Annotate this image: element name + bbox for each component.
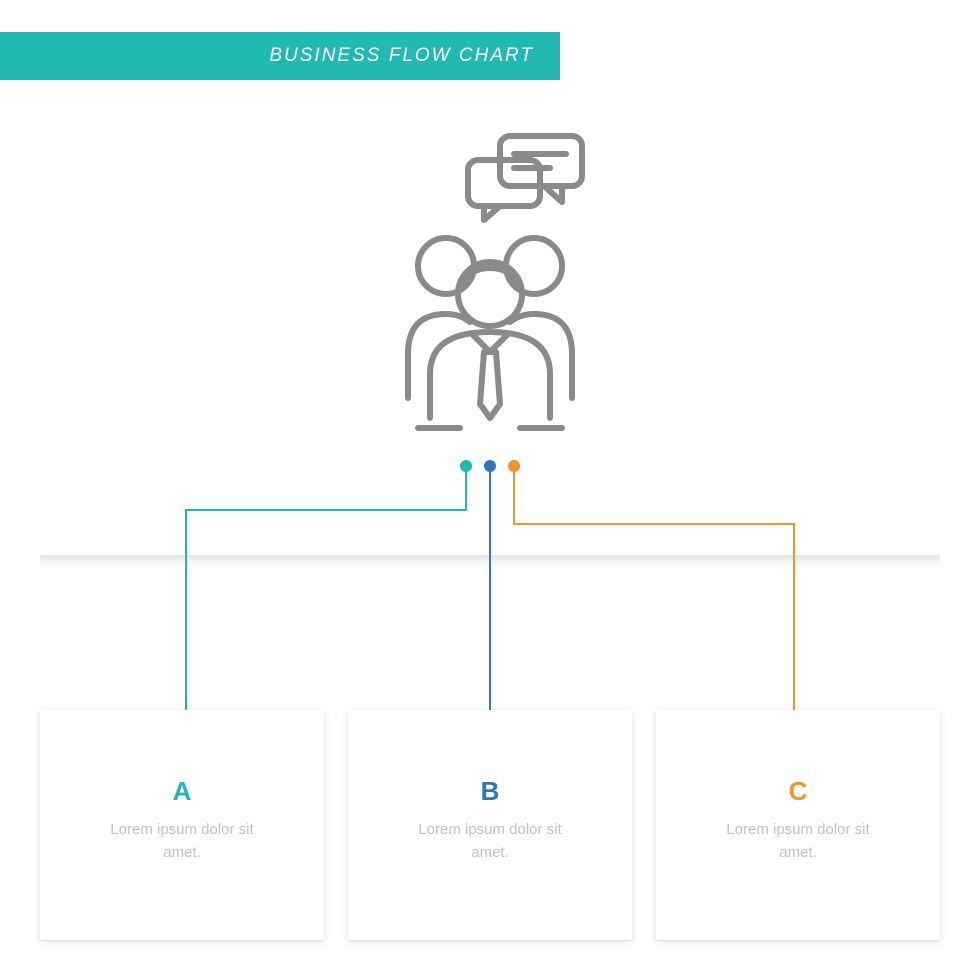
card-letter-c: C [789, 776, 808, 807]
card-text-a: Lorem ipsum dolor sit amet. [92, 819, 272, 864]
card-c: C Lorem ipsum dolor sit amet. [656, 710, 940, 940]
team-discussion-icon [360, 126, 620, 436]
card-a: A Lorem ipsum dolor sit amet. [40, 710, 324, 940]
cards-row: A Lorem ipsum dolor sit amet. B Lorem ip… [40, 710, 940, 940]
card-text-b: Lorem ipsum dolor sit amet. [400, 819, 580, 864]
card-text-c: Lorem ipsum dolor sit amet. [708, 819, 888, 864]
title-text: BUSINESS FLOW CHART [269, 45, 534, 67]
card-b: B Lorem ipsum dolor sit amet. [348, 710, 632, 940]
card-letter-b: B [481, 776, 500, 807]
card-letter-a: A [173, 776, 192, 807]
title-bar: BUSINESS FLOW CHART [0, 32, 560, 80]
